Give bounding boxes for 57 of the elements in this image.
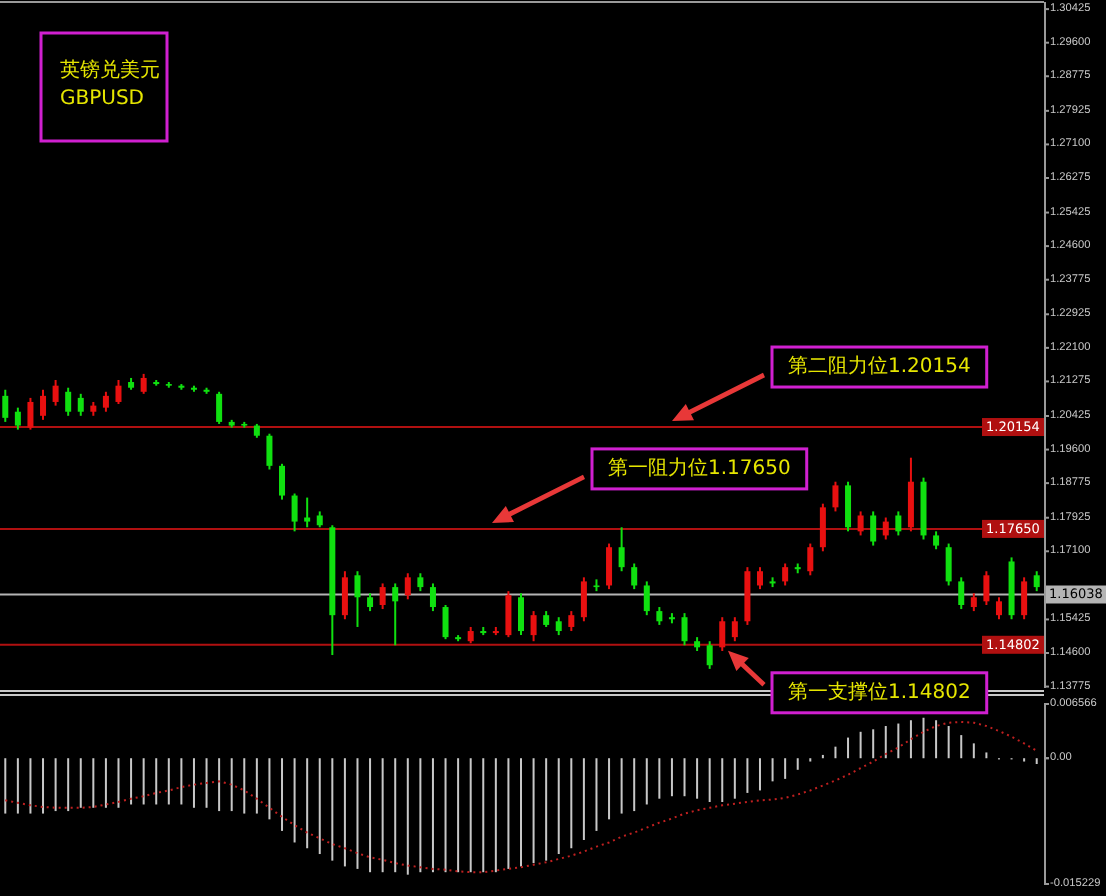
candlestick xyxy=(681,612,688,647)
candlestick xyxy=(845,480,852,533)
candlestick xyxy=(216,390,223,425)
candlestick xyxy=(895,510,902,537)
candlestick xyxy=(2,388,9,423)
candlestick xyxy=(279,462,286,501)
text: 英镑兑美元 xyxy=(60,58,160,82)
candlestick xyxy=(882,516,889,541)
candlestick xyxy=(580,576,587,623)
candlestick xyxy=(907,456,914,533)
candlestick xyxy=(341,570,348,621)
candlestick xyxy=(568,610,575,633)
candlestick xyxy=(958,576,965,611)
candlestick xyxy=(530,610,537,643)
text: GBPUSD xyxy=(60,88,145,110)
candlestick xyxy=(983,570,990,606)
candlestick xyxy=(857,510,864,537)
candlestick xyxy=(304,496,311,529)
candlestick xyxy=(606,542,613,591)
candlestick xyxy=(945,542,952,587)
candlestick xyxy=(291,492,298,533)
candlestick xyxy=(392,582,399,647)
candlestick xyxy=(27,396,34,431)
candlestick xyxy=(518,592,524,637)
candlestick xyxy=(442,604,449,641)
candlestick xyxy=(505,590,512,639)
candlestick xyxy=(832,480,839,513)
candlestick xyxy=(618,526,625,573)
candlestick xyxy=(1021,576,1028,621)
candlestick xyxy=(40,388,47,421)
candlestick xyxy=(354,570,361,628)
candlestick xyxy=(1033,570,1040,593)
candlestick xyxy=(782,562,789,587)
candlestick xyxy=(643,580,650,617)
candlestick xyxy=(379,582,386,611)
candlestick xyxy=(731,616,738,643)
annotation: 第一支撑位1.14802 xyxy=(788,679,971,704)
candlestick xyxy=(266,432,273,471)
candlestick xyxy=(995,596,1002,621)
candlestick xyxy=(102,390,109,413)
candlestick xyxy=(756,566,763,591)
candlestick xyxy=(819,502,826,553)
candlestick xyxy=(807,542,814,577)
candlestick xyxy=(706,640,713,670)
candlestick xyxy=(65,386,72,417)
candlestick xyxy=(404,572,411,601)
annotation: 第二阻力位1.20154 xyxy=(788,354,971,379)
candlestick xyxy=(631,562,638,591)
candlestick xyxy=(719,616,726,652)
candlestick xyxy=(870,510,877,547)
candlestick xyxy=(14,406,21,431)
candlestick xyxy=(429,582,436,613)
annotation: 第一阻力位1.17650 xyxy=(608,455,791,480)
candlestick xyxy=(140,372,147,395)
candlestick xyxy=(77,392,84,417)
candlestick xyxy=(115,378,122,405)
candlestick xyxy=(52,378,59,407)
